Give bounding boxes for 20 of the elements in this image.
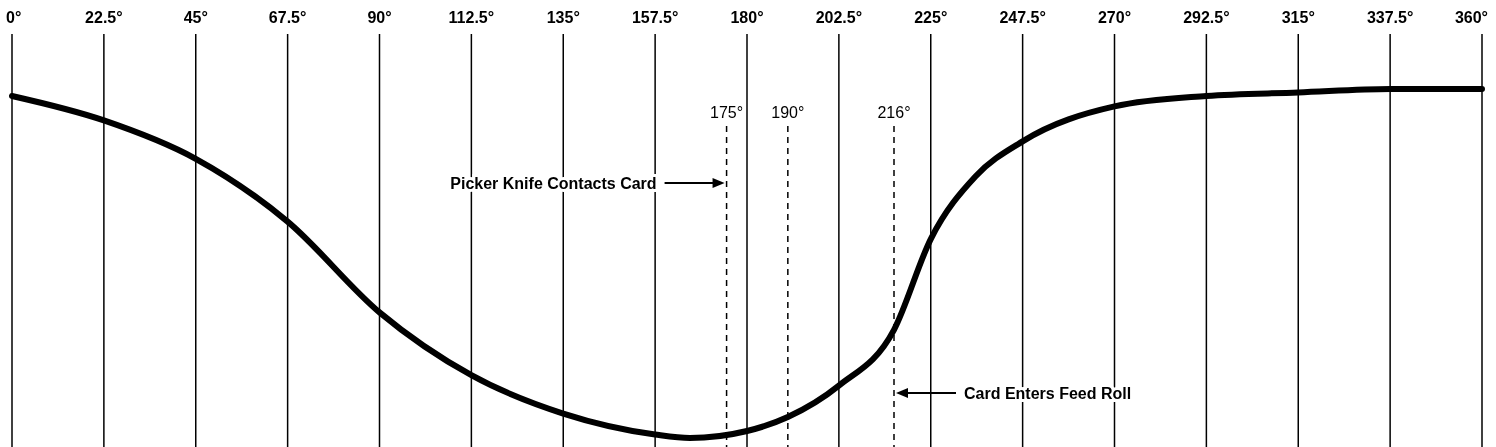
x-tick-label: 225° xyxy=(914,9,948,26)
x-tick-label: 90° xyxy=(367,9,392,26)
x-tick-label: 360° xyxy=(1454,9,1488,26)
x-tick-label: 157.5° xyxy=(631,9,679,26)
x-tick-label: 0° xyxy=(6,9,22,26)
x-tick-label: 67.5° xyxy=(268,9,307,26)
x-tick-label: 270° xyxy=(1097,9,1132,26)
ref-line-label: 190° xyxy=(771,104,805,121)
x-tick-label: 22.5° xyxy=(85,9,123,26)
ref-line-label: 216° xyxy=(877,104,911,121)
x-tick-label: 202.5° xyxy=(815,9,863,26)
x-tick-label: 135° xyxy=(546,9,580,26)
x-tick-label: 292.5° xyxy=(1183,9,1230,26)
ref-line-label: 175° xyxy=(710,104,744,121)
x-tick-label: 337.5° xyxy=(1366,9,1414,26)
x-tick-label: 315° xyxy=(1281,9,1315,26)
x-tick-label: 45° xyxy=(183,9,208,26)
x-tick-label: 247.5° xyxy=(999,9,1046,26)
x-tick-label: 180° xyxy=(730,9,764,26)
x-tick-label: 112.5° xyxy=(448,9,495,26)
